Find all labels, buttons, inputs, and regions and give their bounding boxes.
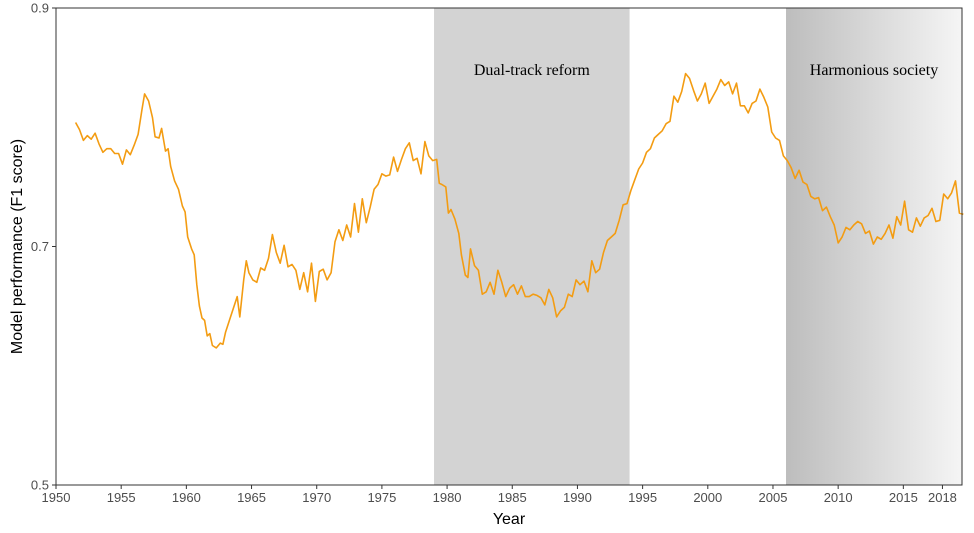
y-axis-title: Model performance (F1 score)	[9, 139, 26, 354]
x-tick-label-1950: 1950	[42, 490, 71, 505]
axes-layer: 1950 1955 1960 1965 1970 1975 1980 1985 1990 1995…	[31, 1, 963, 505]
x-tick-label-1995: 1995	[628, 490, 657, 505]
band-2	[786, 8, 962, 485]
series-line-1	[74, 72, 964, 349]
labels-layer: Dual-track reform Harmonious society	[474, 62, 938, 79]
x-tick-label-1970: 1970	[302, 490, 331, 505]
band-label-2: Harmonious society	[810, 62, 938, 79]
x-tick-label-2000: 2000	[693, 490, 722, 505]
x-tick-label-2010: 2010	[824, 490, 853, 505]
x-tick-label-1955: 1955	[107, 490, 136, 505]
y-tick-label-0.9: 0.9	[31, 1, 49, 16]
bands-layer	[434, 8, 962, 485]
x-tick-label-2015: 2015	[889, 490, 918, 505]
band-label-1: Dual-track reform	[474, 62, 590, 79]
line-layer	[74, 72, 964, 349]
x-tick-label-1985: 1985	[498, 490, 527, 505]
x-axis-title: Year	[493, 511, 526, 528]
x-tick-label-1965: 1965	[237, 490, 266, 505]
x-tick-label-1975: 1975	[367, 490, 396, 505]
band-1	[434, 8, 630, 485]
y-tick-label-0.5: 0.5	[31, 478, 49, 493]
y-tick-label-0.7: 0.7	[31, 239, 49, 254]
x-tick-label-2005: 2005	[759, 490, 788, 505]
x-tick-label-1960: 1960	[172, 490, 201, 505]
x-tick-label-1990: 1990	[563, 490, 592, 505]
x-tick-label-2018: 2018	[928, 490, 957, 505]
x-tick-label-1980: 1980	[433, 490, 462, 505]
